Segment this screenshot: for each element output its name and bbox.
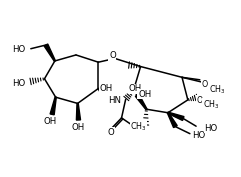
Text: HO: HO [12, 79, 25, 88]
Polygon shape [135, 94, 147, 110]
Text: CH$_3$: CH$_3$ [208, 84, 225, 96]
Polygon shape [50, 97, 56, 115]
Text: OH: OH [71, 123, 85, 132]
Text: CH$_3$: CH$_3$ [203, 98, 219, 111]
Text: OH: OH [128, 84, 142, 93]
Text: O: O [107, 128, 114, 137]
Text: HO: HO [12, 45, 25, 54]
Text: OH: OH [138, 90, 151, 99]
Text: OH: OH [100, 84, 113, 93]
Text: O: O [109, 52, 116, 61]
Text: OH: OH [43, 117, 56, 126]
Polygon shape [167, 112, 177, 128]
Polygon shape [44, 44, 55, 61]
Text: HO: HO [192, 131, 205, 140]
Text: O: O [202, 80, 208, 89]
Text: CH$_3$: CH$_3$ [130, 121, 147, 133]
Text: HO: HO [204, 124, 218, 133]
Polygon shape [168, 112, 184, 121]
Text: O: O [197, 96, 203, 105]
Text: HN: HN [108, 96, 121, 105]
Polygon shape [76, 103, 80, 120]
